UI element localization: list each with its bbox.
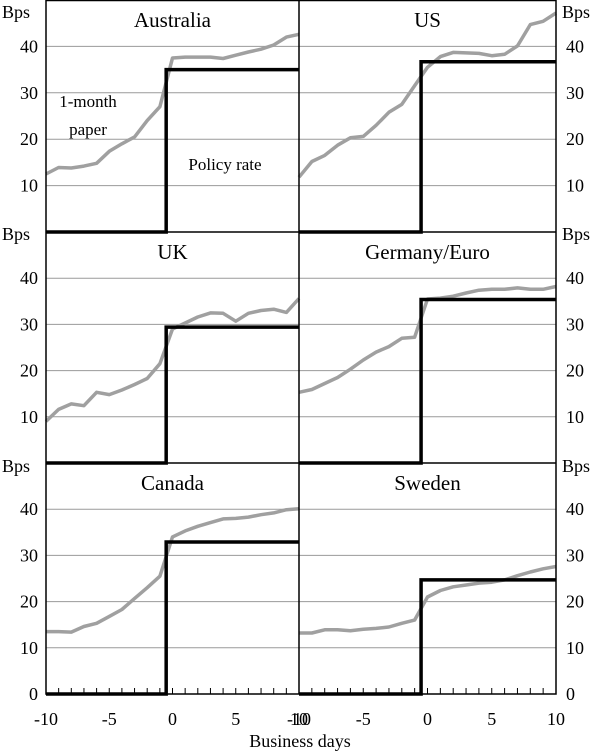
series-lines [44,11,557,696]
y-tick-right-row1-20: 20 [566,129,584,149]
y-unit-label-left-bottom: Bps [2,456,30,476]
y-tick-right-row1-40: 40 [566,36,584,56]
y-unit-label-left-middle: Bps [2,224,30,244]
y-tick-left-row3-10: 10 [20,638,38,658]
y-tick-right-row3-40: 40 [566,499,584,519]
y-unit-label-right-bottom: Bps [562,456,590,476]
y-tick-right-row3-30: 30 [566,545,584,565]
market-line-us [297,11,557,179]
panel-title-australia: Australia [134,8,212,32]
y-tick-right-row1-30: 30 [566,83,584,103]
plot-border [45,0,557,695]
axis-ticks [45,688,557,694]
annotation-market-line1: 1-month [59,92,117,111]
y-tick-right-row2-20: 20 [566,361,584,381]
panel-title-uk: UK [157,240,187,264]
y-tick-left-zero: 0 [29,684,38,704]
y-tick-right-row2-40: 40 [566,268,584,288]
market-line-germany-euro [298,284,557,395]
annotation-market-line2: paper [69,120,107,139]
gridlines [46,45,556,649]
x-axis-title: Business days [249,731,351,751]
policy-line-canada [46,540,299,696]
x-tick-label-col1-0: 0 [168,709,177,729]
y-tick-left-row2-10: 10 [20,407,38,427]
panel-title-sweden: Sweden [394,471,461,495]
x-tick-label-col2--5: -5 [356,709,371,729]
policy-line-uk [46,325,299,465]
y-tick-right-row2-30: 30 [566,314,584,334]
x-tick-label-col2-5: 5 [487,709,496,729]
x-tick-label-col1--5: -5 [102,709,117,729]
market-line-uk [44,297,301,423]
y-unit-label-left-top: Bps [2,2,30,22]
y-tick-left-row1-30: 30 [20,83,38,103]
y-tick-left-row2-40: 40 [20,268,38,288]
x-tick-label-col1-5: 5 [231,709,240,729]
x-tick-label-col1--10: -10 [34,709,58,729]
y-unit-label-right-top: Bps [562,2,590,22]
y-tick-left-row1-20: 20 [20,129,38,149]
y-tick-right-row2-10: 10 [566,407,584,427]
y-tick-right-row3-20: 20 [566,592,584,612]
panel-title-us: US [414,8,441,32]
y-tick-right-row3-10: 10 [566,638,584,658]
x-tick-label-col2--10: -10 [287,709,311,729]
market-line-canada [46,506,300,634]
y-tick-left-row3-40: 40 [20,499,38,519]
x-tick-label-col1-10: 10 [290,709,308,729]
panel-title-canada: Canada [141,471,205,495]
y-tick-left-row2-30: 30 [20,314,38,334]
market-line-sweden [299,564,557,635]
x-tick-label-col2-0: 0 [423,709,432,729]
panel-titles: Australia US UK Germany/Euro Canada Sweden [134,8,490,495]
y-tick-left-row1-10: 10 [20,176,38,196]
x-tick-label-col2-10: 10 [547,709,565,729]
y-tick-left-row1-40: 40 [20,36,38,56]
y-tick-left-row3-30: 30 [20,545,38,565]
panel-frames [45,0,557,695]
y-tick-left-row3-20: 20 [20,592,38,612]
annotation-policy: Policy rate [188,155,261,174]
market-line-australia [45,32,300,176]
axis-labels: Bps Bps Bps Bps Bps Bps Business days 1-… [2,2,590,751]
y-unit-label-right-middle: Bps [562,224,590,244]
y-tick-left-row2-20: 20 [20,361,38,381]
y-tick-right-zero: 0 [566,684,575,704]
panel-title-germany-euro: Germany/Euro [365,240,490,264]
y-tick-right-row1-10: 10 [566,176,584,196]
